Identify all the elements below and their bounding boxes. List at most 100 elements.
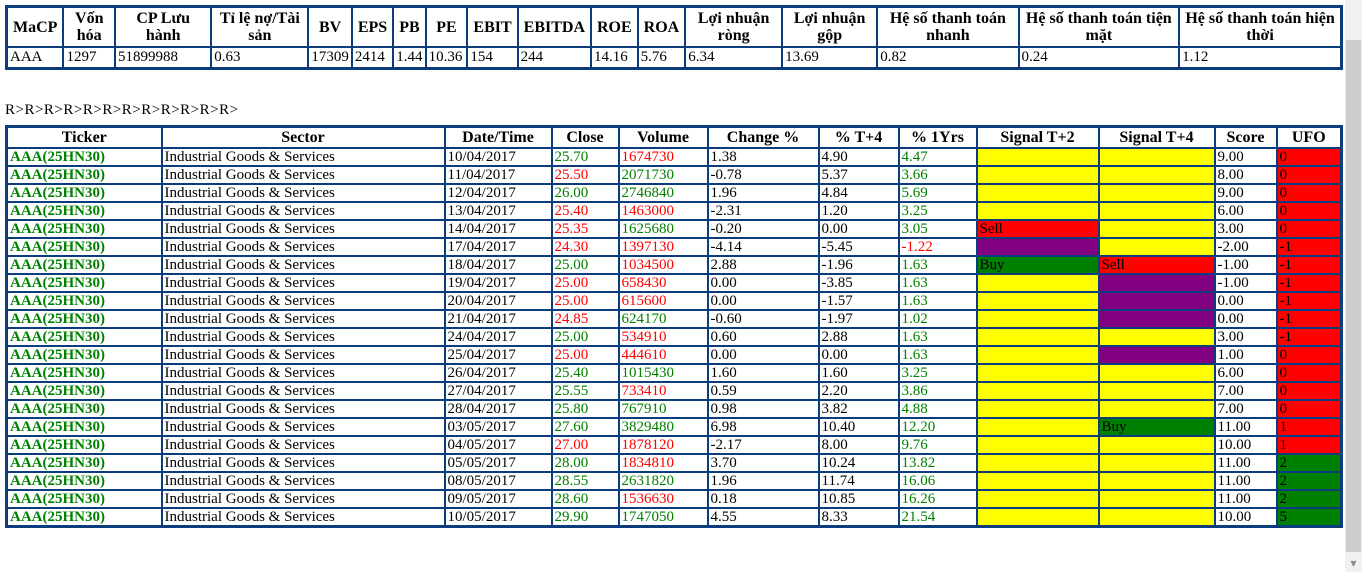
table-row: AAA(25HN30) Industrial Goods & Services 04… — [5, 435, 1343, 455]
cell-close: 25.00 — [550, 255, 620, 275]
cell-volume: 3829480 — [617, 417, 709, 437]
cell-close: 25.55 — [550, 381, 620, 401]
cell-score: 11.00 — [1213, 489, 1278, 509]
cell-ticker: AAA(25HN30) — [5, 201, 163, 221]
cell-sector: Industrial Goods & Services — [160, 273, 446, 293]
cell-signal-t4 — [1097, 435, 1216, 455]
cell-signal-t2: Sell — [975, 219, 1100, 239]
cell-sector: Industrial Goods & Services — [160, 255, 446, 275]
summary-value-cell: 10.36 — [424, 46, 469, 70]
cell-volume: 1878120 — [617, 435, 709, 455]
cell-pct-1yr: 5.69 — [897, 183, 978, 203]
cell-ticker: AAA(25HN30) — [5, 147, 163, 167]
cell-ufo: 0 — [1275, 165, 1343, 185]
table-row: AAA(25HN30) Industrial Goods & Services 20… — [5, 291, 1343, 311]
cell-signal-t4 — [1097, 507, 1216, 528]
cell-date: 04/05/2017 — [443, 435, 553, 455]
cell-pct-t4: 4.84 — [817, 183, 900, 203]
scrollbar-thumb[interactable] — [1346, 40, 1361, 552]
cell-change-pct: 0.00 — [706, 291, 820, 311]
scroll-down-button[interactable]: ▼ — [1345, 555, 1362, 572]
column-header-change-: Change % — [706, 125, 820, 149]
cell-score: 9.00 — [1213, 183, 1278, 203]
cell-sector: Industrial Goods & Services — [160, 453, 446, 473]
cell-sector: Industrial Goods & Services — [160, 399, 446, 419]
summary-header-cell: PE — [424, 5, 469, 48]
table-row: AAA(25HN30) Industrial Goods & Services 10… — [5, 147, 1343, 167]
cell-volume: 2631820 — [617, 471, 709, 491]
column-header-ticker: Ticker — [5, 125, 163, 149]
cell-ufo: 0 — [1275, 183, 1343, 203]
summary-header-cell: Lợi nhuận ròng — [684, 5, 784, 48]
cell-signal-t2 — [975, 201, 1100, 221]
cell-volume: 615600 — [617, 291, 709, 311]
cell-sector: Industrial Goods & Services — [160, 183, 446, 203]
cell-score: 7.00 — [1213, 399, 1278, 419]
cell-pct-t4: -1.57 — [817, 291, 900, 311]
column-header--t-4: % T+4 — [817, 125, 900, 149]
cell-ufo: -1 — [1275, 255, 1343, 275]
table-row: AAA(25HN30) Industrial Goods & Services 12… — [5, 183, 1343, 203]
cell-volume: 444610 — [617, 345, 709, 365]
table-row: AAA(25HN30) Industrial Goods & Services 21… — [5, 309, 1343, 329]
cell-ufo: 2 — [1275, 471, 1343, 491]
summary-value-cell: AAA — [5, 46, 65, 70]
cell-change-pct: 0.59 — [706, 381, 820, 401]
cell-pct-t4: 8.00 — [817, 435, 900, 455]
cell-ufo: 0 — [1275, 345, 1343, 365]
cell-volume: 658430 — [617, 273, 709, 293]
cell-date: 27/04/2017 — [443, 381, 553, 401]
summary-header-cell: ROE — [590, 5, 639, 48]
cell-score: 3.00 — [1213, 219, 1278, 239]
cell-ufo: 1 — [1275, 417, 1343, 437]
cell-score: -2.00 — [1213, 237, 1278, 257]
column-header-close: Close — [550, 125, 620, 149]
cell-pct-1yr: 13.82 — [897, 453, 978, 473]
cell-ufo: 2 — [1275, 453, 1343, 473]
vertical-scrollbar[interactable]: ▼ — [1345, 0, 1362, 572]
cell-score: 0.00 — [1213, 291, 1278, 311]
cell-pct-t4: 10.85 — [817, 489, 900, 509]
cell-close: 25.35 — [550, 219, 620, 239]
cell-pct-1yr: 1.63 — [897, 291, 978, 311]
cell-volume: 2071730 — [617, 165, 709, 185]
cell-pct-t4: -1.96 — [817, 255, 900, 275]
cell-signal-t2 — [975, 273, 1100, 293]
cell-signal-t2 — [975, 147, 1100, 167]
cell-close: 24.85 — [550, 309, 620, 329]
cell-signal-t4: Sell — [1097, 255, 1216, 275]
table-row: AAA(25HN30) Industrial Goods & Services 08… — [5, 471, 1343, 491]
cell-date: 14/04/2017 — [443, 219, 553, 239]
cell-score: 11.00 — [1213, 417, 1278, 437]
column-header--1yrs: % 1Yrs — [897, 125, 978, 149]
table-row: AAA(25HN30) Industrial Goods & Services 19… — [5, 273, 1343, 293]
cell-change-pct: -0.20 — [706, 219, 820, 239]
cell-date: 19/04/2017 — [443, 273, 553, 293]
cell-pct-t4: 1.20 — [817, 201, 900, 221]
summary-header-cell: Hệ số thanh toán tiện mặt — [1017, 5, 1181, 48]
cell-signal-t2 — [975, 183, 1100, 203]
table-row: AAA(25HN30) Industrial Goods & Services 10… — [5, 507, 1343, 528]
cell-pct-t4: -1.97 — [817, 309, 900, 329]
cell-sector: Industrial Goods & Services — [160, 363, 446, 383]
cell-sector: Industrial Goods & Services — [160, 489, 446, 509]
cell-ticker: AAA(25HN30) — [5, 363, 163, 383]
cell-ticker: AAA(25HN30) — [5, 219, 163, 239]
page-content: MaCP Vốn hóa CP Lưu hành Tỉ lệ nợ/Tài sản BV… — [5, 5, 1343, 528]
cell-ticker: AAA(25HN30) — [5, 345, 163, 365]
cell-score: 8.00 — [1213, 165, 1278, 185]
cell-volume: 1747050 — [617, 507, 709, 528]
column-header-sector: Sector — [160, 125, 446, 149]
cell-change-pct: 3.70 — [706, 453, 820, 473]
cell-change-pct: 0.00 — [706, 345, 820, 365]
cell-change-pct: -2.17 — [706, 435, 820, 455]
cell-date: 10/05/2017 — [443, 507, 553, 528]
summary-value-cell: 6.34 — [684, 46, 784, 70]
cell-close: 25.50 — [550, 165, 620, 185]
summary-value-cell: 2414 — [350, 46, 395, 70]
cell-close: 25.00 — [550, 345, 620, 365]
cell-change-pct: -2.31 — [706, 201, 820, 221]
cell-signal-t2 — [975, 345, 1100, 365]
cell-close: 25.00 — [550, 291, 620, 311]
column-header-volume: Volume — [617, 125, 709, 149]
